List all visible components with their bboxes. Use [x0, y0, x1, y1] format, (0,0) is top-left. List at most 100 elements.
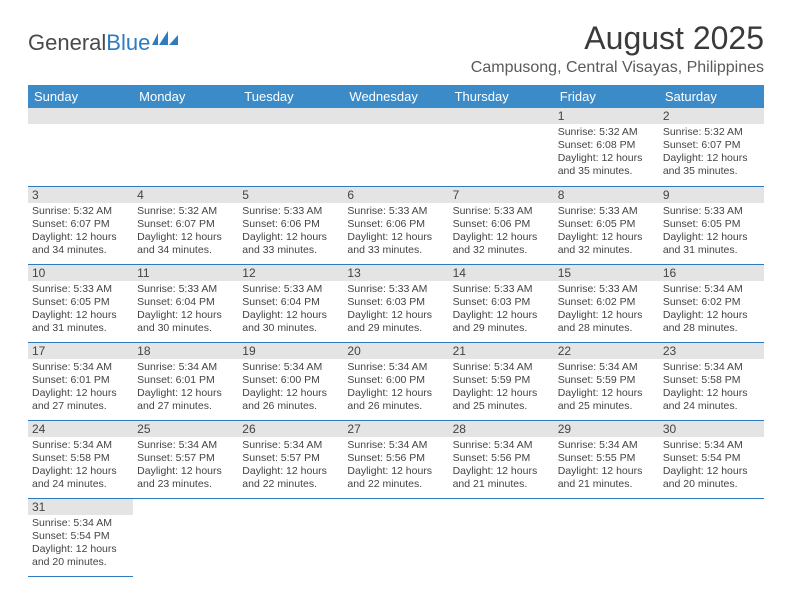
calendar-cell: 20Sunrise: 5:34 AMSunset: 6:00 PMDayligh…: [343, 342, 448, 420]
daylight-text: Daylight: 12 hours and 24 minutes.: [32, 465, 129, 491]
daylight-text: Daylight: 12 hours and 28 minutes.: [558, 309, 655, 335]
calendar-cell: 10Sunrise: 5:33 AMSunset: 6:05 PMDayligh…: [28, 264, 133, 342]
sunset-text: Sunset: 5:57 PM: [137, 452, 234, 465]
daylight-text: Daylight: 12 hours and 20 minutes.: [663, 465, 760, 491]
sunset-text: Sunset: 5:58 PM: [32, 452, 129, 465]
day-number: 2: [659, 108, 764, 124]
calendar-cell: 24Sunrise: 5:34 AMSunset: 5:58 PMDayligh…: [28, 420, 133, 498]
daylight-text: Daylight: 12 hours and 20 minutes.: [32, 543, 129, 569]
day-number: 22: [554, 343, 659, 359]
calendar-cell: [28, 108, 133, 186]
daylight-text: Daylight: 12 hours and 34 minutes.: [137, 231, 234, 257]
day-details: Sunrise: 5:34 AMSunset: 6:01 PMDaylight:…: [133, 359, 238, 417]
daylight-text: Daylight: 12 hours and 33 minutes.: [347, 231, 444, 257]
sunrise-text: Sunrise: 5:33 AM: [347, 205, 444, 218]
day-number: 27: [343, 421, 448, 437]
daylight-text: Daylight: 12 hours and 21 minutes.: [558, 465, 655, 491]
daylight-text: Daylight: 12 hours and 29 minutes.: [453, 309, 550, 335]
day-details: Sunrise: 5:34 AMSunset: 5:57 PMDaylight:…: [238, 437, 343, 495]
sunset-text: Sunset: 6:06 PM: [453, 218, 550, 231]
daylight-text: Daylight: 12 hours and 29 minutes.: [347, 309, 444, 335]
day-number: 6: [343, 187, 448, 203]
day-number: 14: [449, 265, 554, 281]
day-number: 5: [238, 187, 343, 203]
day-number-bar: [133, 499, 238, 515]
calendar-cell: 8Sunrise: 5:33 AMSunset: 6:05 PMDaylight…: [554, 186, 659, 264]
sunrise-text: Sunrise: 5:32 AM: [32, 205, 129, 218]
day-number: 18: [133, 343, 238, 359]
calendar-cell: [449, 108, 554, 186]
day-number: 20: [343, 343, 448, 359]
calendar-cell: 12Sunrise: 5:33 AMSunset: 6:04 PMDayligh…: [238, 264, 343, 342]
day-details: Sunrise: 5:33 AMSunset: 6:06 PMDaylight:…: [343, 203, 448, 261]
daylight-text: Daylight: 12 hours and 22 minutes.: [347, 465, 444, 491]
calendar-cell: 7Sunrise: 5:33 AMSunset: 6:06 PMDaylight…: [449, 186, 554, 264]
day-details: Sunrise: 5:32 AMSunset: 6:07 PMDaylight:…: [133, 203, 238, 261]
title-block: August 2025 Campusong, Central Visayas, …: [471, 20, 764, 77]
day-details: Sunrise: 5:33 AMSunset: 6:06 PMDaylight:…: [238, 203, 343, 261]
sunset-text: Sunset: 6:07 PM: [137, 218, 234, 231]
logo-text-a: General: [28, 30, 106, 56]
calendar-cell: 3Sunrise: 5:32 AMSunset: 6:07 PMDaylight…: [28, 186, 133, 264]
day-number: 19: [238, 343, 343, 359]
calendar-cell: 26Sunrise: 5:34 AMSunset: 5:57 PMDayligh…: [238, 420, 343, 498]
sunrise-text: Sunrise: 5:33 AM: [453, 283, 550, 296]
sunrise-text: Sunrise: 5:34 AM: [663, 361, 760, 374]
sunset-text: Sunset: 5:59 PM: [453, 374, 550, 387]
calendar-cell: [133, 498, 238, 576]
calendar-cell: 2Sunrise: 5:32 AMSunset: 6:07 PMDaylight…: [659, 108, 764, 186]
calendar-cell: 1Sunrise: 5:32 AMSunset: 6:08 PMDaylight…: [554, 108, 659, 186]
sunset-text: Sunset: 6:00 PM: [242, 374, 339, 387]
calendar-cell: 15Sunrise: 5:33 AMSunset: 6:02 PMDayligh…: [554, 264, 659, 342]
calendar-week-row: 17Sunrise: 5:34 AMSunset: 6:01 PMDayligh…: [28, 342, 764, 420]
day-number-bar: [343, 108, 448, 124]
sunset-text: Sunset: 5:54 PM: [32, 530, 129, 543]
sunrise-text: Sunrise: 5:33 AM: [242, 283, 339, 296]
day-number-bar: [449, 108, 554, 124]
day-details: Sunrise: 5:32 AMSunset: 6:08 PMDaylight:…: [554, 124, 659, 182]
calendar-cell: 11Sunrise: 5:33 AMSunset: 6:04 PMDayligh…: [133, 264, 238, 342]
daylight-text: Daylight: 12 hours and 34 minutes.: [32, 231, 129, 257]
calendar-cell: 25Sunrise: 5:34 AMSunset: 5:57 PMDayligh…: [133, 420, 238, 498]
calendar-cell: [238, 498, 343, 576]
day-number-bar: [659, 499, 764, 515]
daylight-text: Daylight: 12 hours and 24 minutes.: [663, 387, 760, 413]
location-subtitle: Campusong, Central Visayas, Philippines: [471, 59, 764, 77]
daylight-text: Daylight: 12 hours and 32 minutes.: [558, 231, 655, 257]
sunset-text: Sunset: 5:59 PM: [558, 374, 655, 387]
daylight-text: Daylight: 12 hours and 26 minutes.: [242, 387, 339, 413]
daylight-text: Daylight: 12 hours and 22 minutes.: [242, 465, 339, 491]
sunrise-text: Sunrise: 5:34 AM: [242, 361, 339, 374]
sunset-text: Sunset: 6:02 PM: [663, 296, 760, 309]
sunrise-text: Sunrise: 5:34 AM: [242, 439, 339, 452]
day-number: 23: [659, 343, 764, 359]
day-number-bar: [28, 108, 133, 124]
logo-text-b: Blue: [106, 30, 150, 56]
calendar-cell: 19 Sunrise: 5:34 AMSunset: 6:00 PMDayligh…: [238, 342, 343, 420]
day-details: Sunrise: 5:33 AMSunset: 6:02 PMDaylight:…: [554, 281, 659, 339]
sunrise-text: Sunrise: 5:34 AM: [453, 361, 550, 374]
day-number: 1: [554, 108, 659, 124]
sunrise-text: Sunrise: 5:34 AM: [558, 361, 655, 374]
day-details: Sunrise: 5:34 AMSunset: 5:58 PMDaylight:…: [28, 437, 133, 495]
sunset-text: Sunset: 6:03 PM: [347, 296, 444, 309]
calendar-cell: 30Sunrise: 5:34 AMSunset: 5:54 PMDayligh…: [659, 420, 764, 498]
dayheader-fri: Friday: [554, 85, 659, 108]
calendar-cell: [238, 108, 343, 186]
sunrise-text: Sunrise: 5:34 AM: [137, 439, 234, 452]
day-details: Sunrise: 5:33 AMSunset: 6:05 PMDaylight:…: [554, 203, 659, 261]
calendar-cell: 22Sunrise: 5:34 AMSunset: 5:59 PMDayligh…: [554, 342, 659, 420]
sunrise-text: Sunrise: 5:33 AM: [558, 205, 655, 218]
sunset-text: Sunset: 6:06 PM: [347, 218, 444, 231]
day-details: Sunrise: 5:33 AMSunset: 6:04 PMDaylight:…: [133, 281, 238, 339]
day-details: Sunrise: 5:34 AMSunset: 5:56 PMDaylight:…: [449, 437, 554, 495]
sunset-text: Sunset: 5:58 PM: [663, 374, 760, 387]
sunset-text: Sunset: 6:01 PM: [137, 374, 234, 387]
calendar-cell: [449, 498, 554, 576]
dayheader-sat: Saturday: [659, 85, 764, 108]
day-number: 29: [554, 421, 659, 437]
logo-flag-icon: [152, 31, 178, 49]
sunset-text: Sunset: 6:08 PM: [558, 139, 655, 152]
day-details: Sunrise: 5:33 AMSunset: 6:05 PMDaylight:…: [659, 203, 764, 261]
calendar-cell: [343, 108, 448, 186]
